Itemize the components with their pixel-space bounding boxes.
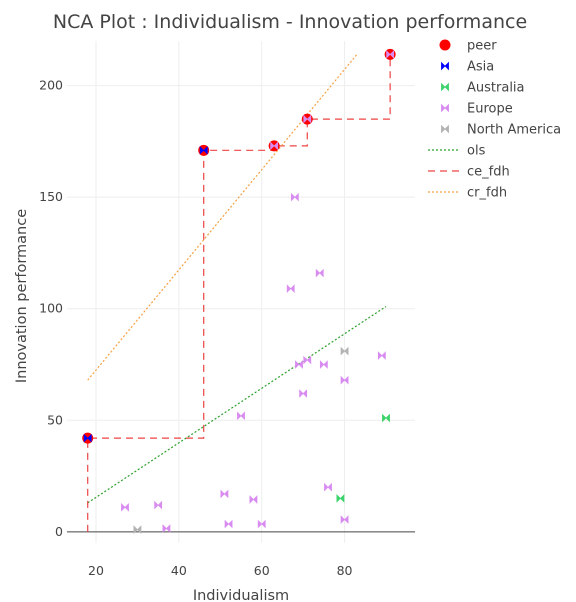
y-tick-label: 200: [39, 78, 63, 93]
europe-point: [290, 192, 299, 202]
europe-point: [319, 360, 328, 369]
europe-point: [315, 268, 324, 278]
y-tick-label: 100: [39, 301, 63, 316]
legend-item-cr_fdh[interactable]: cr_fdh: [428, 186, 507, 201]
europe-point: [377, 351, 386, 360]
x-tick-label: 60: [254, 563, 270, 578]
europe-point: [386, 50, 395, 59]
x-tick-label: 40: [171, 563, 187, 578]
europe-point: [299, 389, 308, 398]
asia-point: [83, 433, 92, 443]
ols-line: [87, 306, 387, 504]
australia-point: [382, 413, 390, 423]
legend-item-north-america[interactable]: North America: [441, 123, 561, 138]
legend-label: ols: [467, 144, 486, 159]
legend-marker: [441, 103, 449, 113]
europe-point: [162, 524, 171, 533]
legend-item-ols[interactable]: ols: [428, 144, 486, 159]
legend-marker: [441, 124, 449, 134]
legend-label: ce_fdh: [467, 165, 510, 180]
europe-point: [295, 360, 303, 369]
asia-point: [199, 145, 208, 155]
y-axis-title: Innovation performance: [14, 209, 30, 383]
legend[interactable]: peer Asia Australia Europe North America ols c…: [428, 39, 561, 201]
europe-point: [324, 482, 332, 492]
legend-label: Australia: [467, 81, 525, 96]
legend-item-australia[interactable]: Australia: [441, 81, 525, 96]
legend-label: Asia: [467, 60, 494, 75]
north-america-point: [340, 346, 349, 356]
legend-marker: [441, 61, 449, 71]
australia-point: [336, 494, 345, 503]
europe-point: [340, 375, 349, 385]
y-tick-label: 50: [47, 412, 63, 427]
cr_fdh-line: [87, 54, 358, 381]
x-tick-label: 20: [88, 563, 104, 578]
chart-title: NCA Plot : Individualism - Innovation pe…: [53, 11, 527, 33]
legend-item-europe[interactable]: Europe: [441, 102, 513, 117]
legend-label: Europe: [467, 102, 513, 117]
europe-point: [257, 519, 266, 529]
legend-item-peer[interactable]: peer: [439, 39, 498, 54]
legend-item-asia[interactable]: Asia: [441, 60, 494, 75]
legend-item-ce_fdh[interactable]: ce_fdh: [428, 165, 510, 180]
legend-label: North America: [467, 123, 561, 138]
grid-lines: [67, 41, 415, 543]
europe-point: [154, 500, 163, 510]
x-tick-labels: 20 40 60 80: [88, 563, 353, 578]
x-tick-label: 80: [337, 563, 353, 578]
europe-point: [224, 519, 233, 529]
europe-point: [340, 515, 349, 524]
legend-marker: [441, 82, 449, 92]
peer-markers: [82, 48, 396, 444]
europe-point: [303, 114, 312, 124]
europe-point: [286, 284, 295, 293]
north-america-point: [133, 525, 142, 534]
y-tick-labels: 0 50 100 150 200: [39, 78, 63, 539]
x-axis-title: Individualism: [193, 588, 289, 602]
data-points: [83, 50, 395, 534]
legend-marker: [439, 39, 451, 51]
europe-point: [121, 502, 129, 512]
legend-label: cr_fdh: [467, 186, 507, 201]
europe-point: [303, 355, 312, 365]
europe-point: [249, 495, 258, 504]
y-tick-label: 150: [39, 189, 63, 204]
legend-label: peer: [467, 39, 497, 54]
y-tick-label: 0: [55, 524, 63, 539]
europe-point: [270, 141, 279, 151]
europe-point: [237, 411, 245, 421]
europe-point: [220, 489, 229, 499]
